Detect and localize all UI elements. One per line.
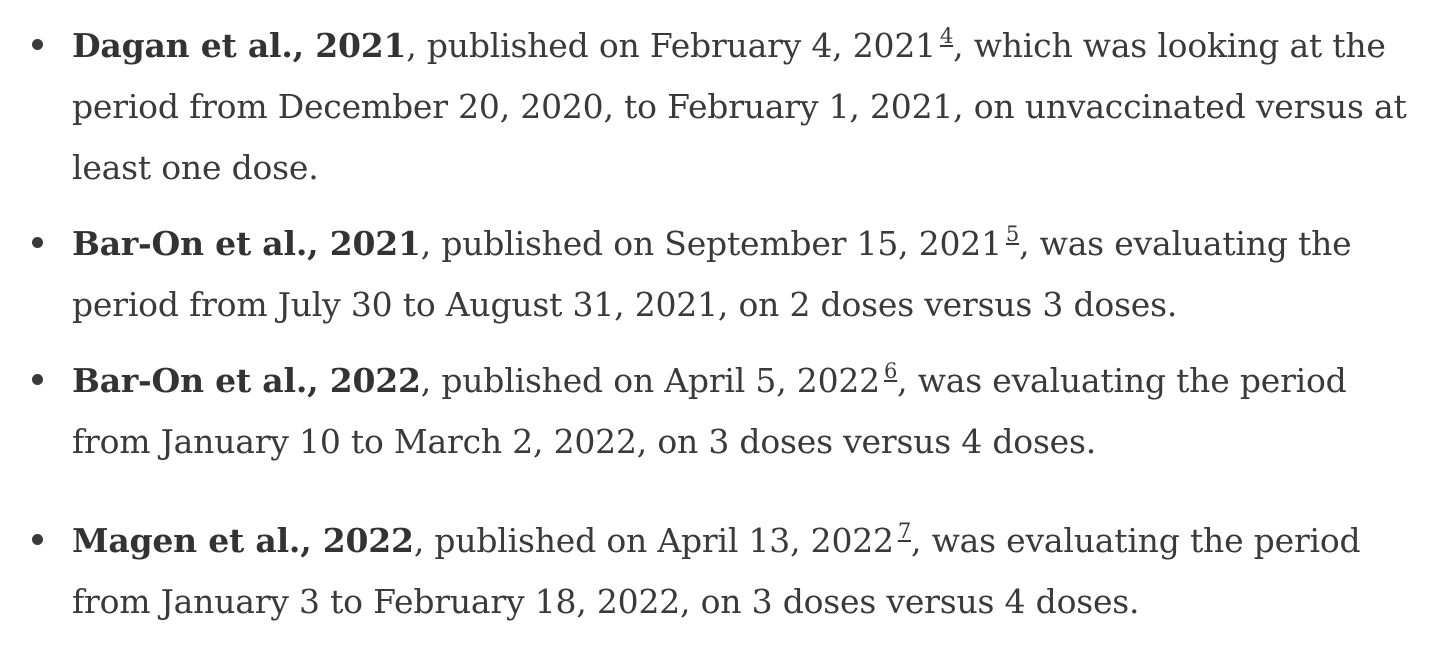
study-author: Bar-On et al., 2022	[72, 361, 421, 400]
bullet-icon	[32, 374, 43, 385]
list-item: Dagan et al., 2021, published on Februar…	[32, 15, 1434, 198]
study-published: , published on April 5, 2022	[420, 361, 880, 400]
study-description: , was evaluating the period from January…	[72, 361, 1347, 461]
study-author: Bar-On et al., 2021	[72, 224, 421, 263]
bullet-icon	[32, 39, 43, 50]
study-author: Magen et al., 2022	[72, 521, 414, 560]
footnote-link[interactable]: 7	[897, 519, 912, 543]
study-description: , was evaluating the period from July 30…	[72, 224, 1352, 324]
study-published: , published on April 13, 2022	[413, 521, 894, 560]
footnote-link[interactable]: 5	[1005, 222, 1020, 246]
list-item: Magen et al., 2022, published on April 1…	[32, 510, 1434, 632]
study-description: , was evaluating the period from January…	[72, 521, 1361, 621]
list-item: Bar-On et al., 2022, published on April …	[32, 350, 1434, 472]
footnote-link[interactable]: 4	[939, 24, 954, 48]
footnote-link[interactable]: 6	[883, 359, 898, 383]
study-published: , published on September 15, 2021	[420, 224, 1002, 263]
bullet-icon	[32, 534, 43, 545]
bullet-icon	[32, 237, 43, 248]
study-author: Dagan et al., 2021	[72, 26, 407, 65]
study-description: , which was looking at the period from D…	[72, 26, 1407, 187]
study-published: , published on February 4, 2021	[406, 26, 936, 65]
list-item: Bar-On et al., 2021, published on Septem…	[32, 213, 1434, 335]
